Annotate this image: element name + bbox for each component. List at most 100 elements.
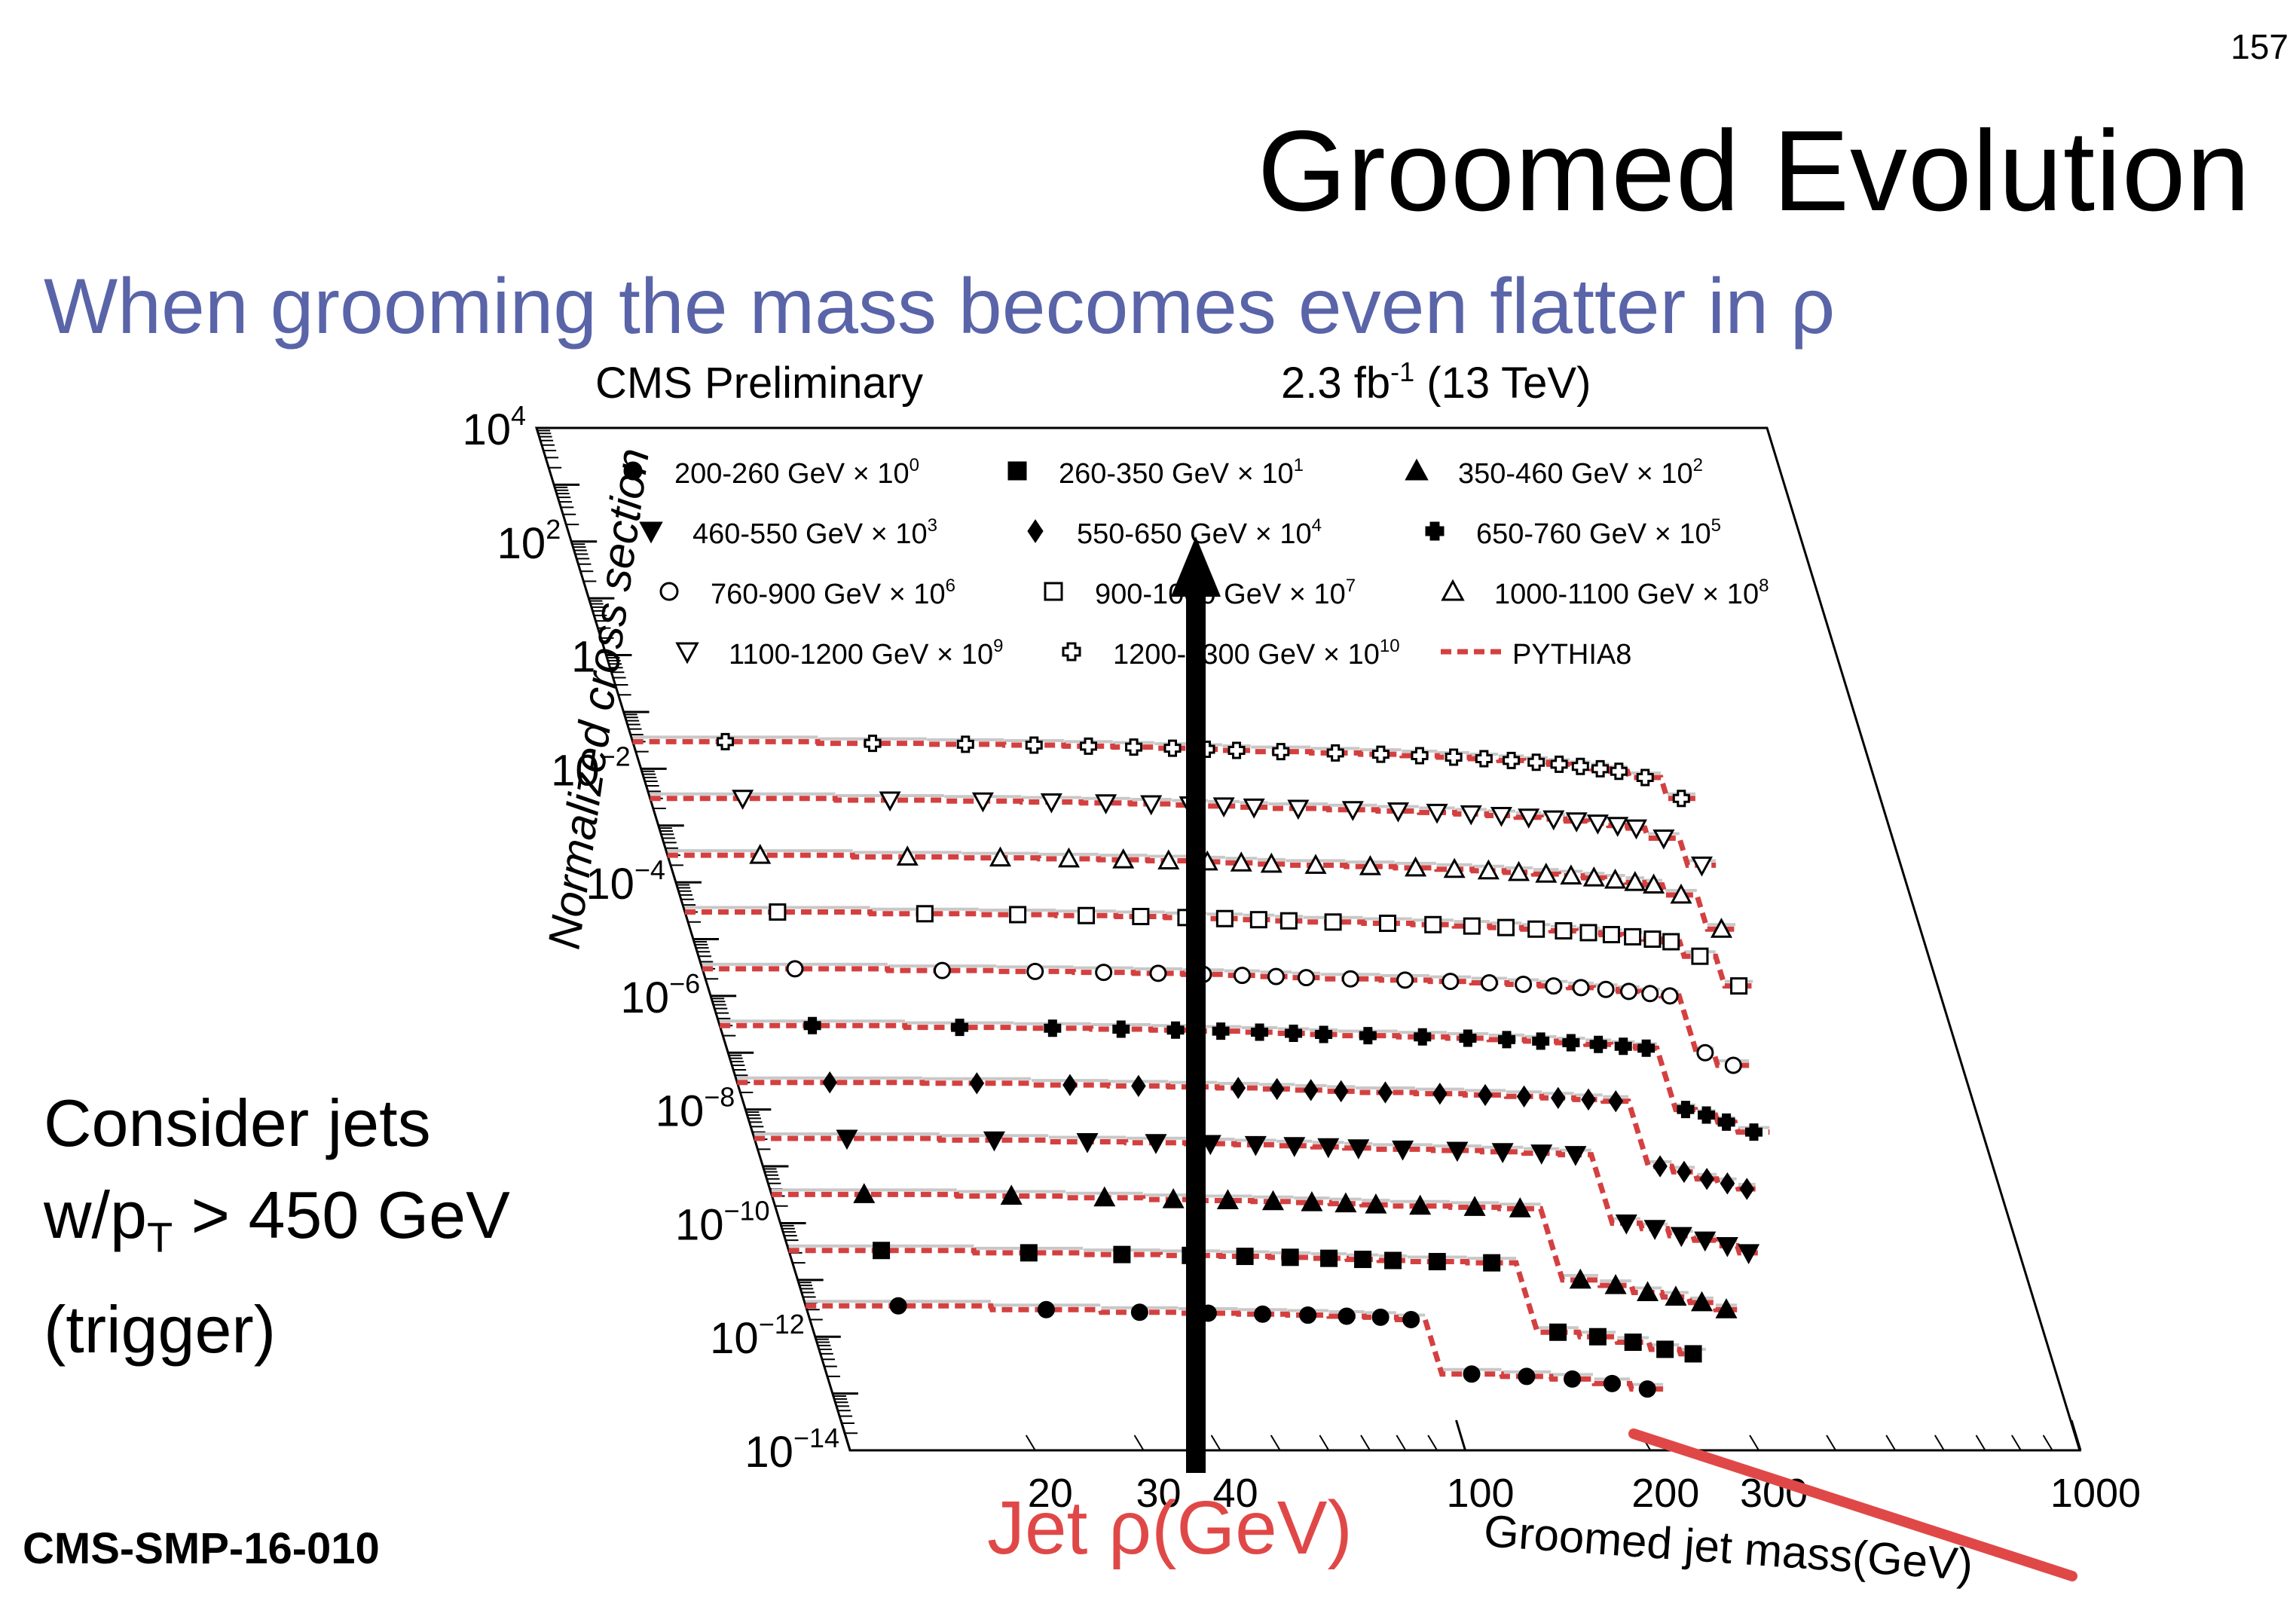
data-point-triangle-down-open	[1652, 829, 1675, 850]
y-tick-base: 10	[497, 519, 546, 568]
legend-exponent: 0	[910, 455, 919, 475]
x-minor-tick	[1270, 1434, 1281, 1451]
data-point-cross-open	[717, 732, 735, 750]
data-point-square-open	[1579, 924, 1597, 942]
data-point-circle-open	[1480, 974, 1498, 992]
data-point-triangle-down-open	[1460, 805, 1482, 826]
x-minor-tick	[2042, 1434, 2053, 1451]
data-point-diamond-filled	[1720, 1172, 1735, 1195]
data-point-square-open	[1215, 909, 1234, 927]
data-point-circle-open	[1095, 964, 1113, 982]
data-point-cross-filled	[1532, 1032, 1550, 1050]
data-point-diamond-filled	[1478, 1083, 1493, 1107]
data-point-cross-filled	[1562, 1034, 1580, 1052]
axis-titles: Normalized cross section Groomed jet mas…	[539, 445, 1975, 1590]
data-point-triangle-down-open	[971, 792, 994, 813]
y-tick-base: 10	[462, 405, 511, 454]
slide-subtitle: When grooming the mass becomes even flat…	[44, 263, 1836, 350]
data-point-triangle-down-filled	[1643, 1220, 1666, 1240]
data-point-triangle-down-filled	[1283, 1137, 1306, 1157]
data-point-triangle-down-open	[1212, 797, 1235, 818]
legend-exponent: 2	[1693, 455, 1703, 475]
legend-text: 260-350 GeV × 10	[1059, 458, 1294, 490]
data-point-square-open	[1497, 918, 1515, 936]
data-point-square-open	[769, 903, 787, 921]
data-point-triangle-down-open	[1341, 801, 1364, 821]
x-minor-tick	[1934, 1434, 1945, 1451]
data-point-triangle-down-filled	[1738, 1244, 1760, 1264]
data-point-circle-filled	[1130, 1303, 1148, 1321]
data-point-square-open	[1527, 920, 1545, 938]
data-point-diamond-filled	[1269, 1077, 1285, 1101]
data-point-cross-filled	[1614, 1037, 1632, 1056]
legend-entry-label: 200-260 GeV × 100	[674, 455, 919, 490]
data-point-cross-filled	[1315, 1025, 1333, 1043]
y-tick-label: 102	[497, 514, 561, 568]
data-point-cross-open	[1672, 790, 1690, 808]
data-point-diamond-filled	[1581, 1088, 1596, 1111]
data-point-triangle-up-filled	[1405, 458, 1429, 481]
data-point-circle-open	[1545, 977, 1563, 995]
note-line-3: (trigger)	[44, 1291, 277, 1367]
model-step-line	[667, 852, 1736, 932]
data-point-square-filled	[1428, 1253, 1446, 1271]
y-tick-base: 10	[551, 746, 600, 795]
data-point-circle-open	[1396, 971, 1414, 989]
data-point-circle-filled	[1299, 1306, 1317, 1324]
note-line-2-suffix: > 450 GeV	[173, 1178, 510, 1252]
legend-exponent: 6	[946, 576, 955, 596]
data-point-circle-filled	[1638, 1380, 1656, 1398]
series-10	[632, 732, 1695, 808]
model-step-line	[684, 909, 1753, 989]
data-point-diamond-filled	[1677, 1160, 1692, 1184]
data-point-triangle-up-filled	[1365, 1193, 1387, 1214]
x-tick-label: 100	[1446, 1471, 1514, 1516]
data-point-triangle-up-open	[1582, 866, 1605, 887]
data-point-triangle-up-open	[1230, 851, 1252, 872]
data-point-triangle-down-filled	[1199, 1135, 1221, 1156]
legend-entry-label: 260-350 GeV × 101	[1059, 455, 1304, 490]
data-point-cross-open	[1080, 737, 1097, 755]
data-point-cross-filled	[1251, 1023, 1269, 1041]
data-point-square-open	[1249, 911, 1267, 929]
data-point-cross-filled	[1717, 1113, 1735, 1131]
x-minor-tick	[1885, 1434, 1897, 1451]
legend-entry: 200-260 GeV × 100	[623, 455, 919, 490]
note-line-1: Consider jets	[44, 1086, 431, 1160]
series-group	[632, 732, 1770, 1398]
data-point-square-open	[1624, 927, 1642, 946]
legend-text: 1000-1100 GeV × 10	[1494, 579, 1759, 610]
data-point-cross-open	[1527, 753, 1545, 771]
data-point-circle-filled	[889, 1297, 907, 1315]
data-point-triangle-down-open	[1607, 817, 1629, 837]
data-point-triangle-up-open	[1643, 873, 1665, 894]
legend-entry: 460-550 GeV × 103	[639, 515, 937, 550]
y-tick-label: 10−4	[585, 854, 665, 909]
model-step-line	[771, 1191, 1738, 1312]
data-point-circle-open	[1149, 964, 1167, 982]
data-point-square-filled	[1549, 1323, 1567, 1341]
data-point-cross-filled	[1212, 1022, 1230, 1040]
data-point-triangle-down-open	[1140, 795, 1163, 816]
data-point-circle-open	[1641, 985, 1659, 1003]
data-point-triangle-up-open	[1508, 860, 1530, 881]
data-point-diamond-filled	[1231, 1077, 1246, 1099]
data-point-cross-filled	[951, 1019, 969, 1037]
legend-entry-label: 1100-1200 GeV × 109	[729, 636, 1003, 671]
data-point-circle-open	[933, 961, 951, 979]
data-point-triangle-up-open	[896, 845, 919, 866]
legend-entry-label: 1000-1100 GeV × 108	[1494, 576, 1769, 610]
data-point-triangle-down-filled	[1317, 1138, 1340, 1159]
y-tick-label: 10−14	[744, 1422, 839, 1477]
data-point-cross-filled	[1112, 1020, 1130, 1038]
x-minor-tick	[1360, 1434, 1371, 1451]
data-point-diamond-filled	[1699, 1168, 1714, 1190]
model-step-line	[737, 1080, 1756, 1192]
y-tick-exponent: −12	[759, 1309, 805, 1340]
x-axis-strike-line	[1628, 1428, 2077, 1581]
y-tick-base: 10	[656, 1087, 705, 1136]
series-7	[684, 903, 1753, 995]
data-point-square-open	[1009, 906, 1027, 924]
data-point-square-open	[1730, 977, 1748, 995]
legend-exponent: 1	[1294, 455, 1304, 475]
